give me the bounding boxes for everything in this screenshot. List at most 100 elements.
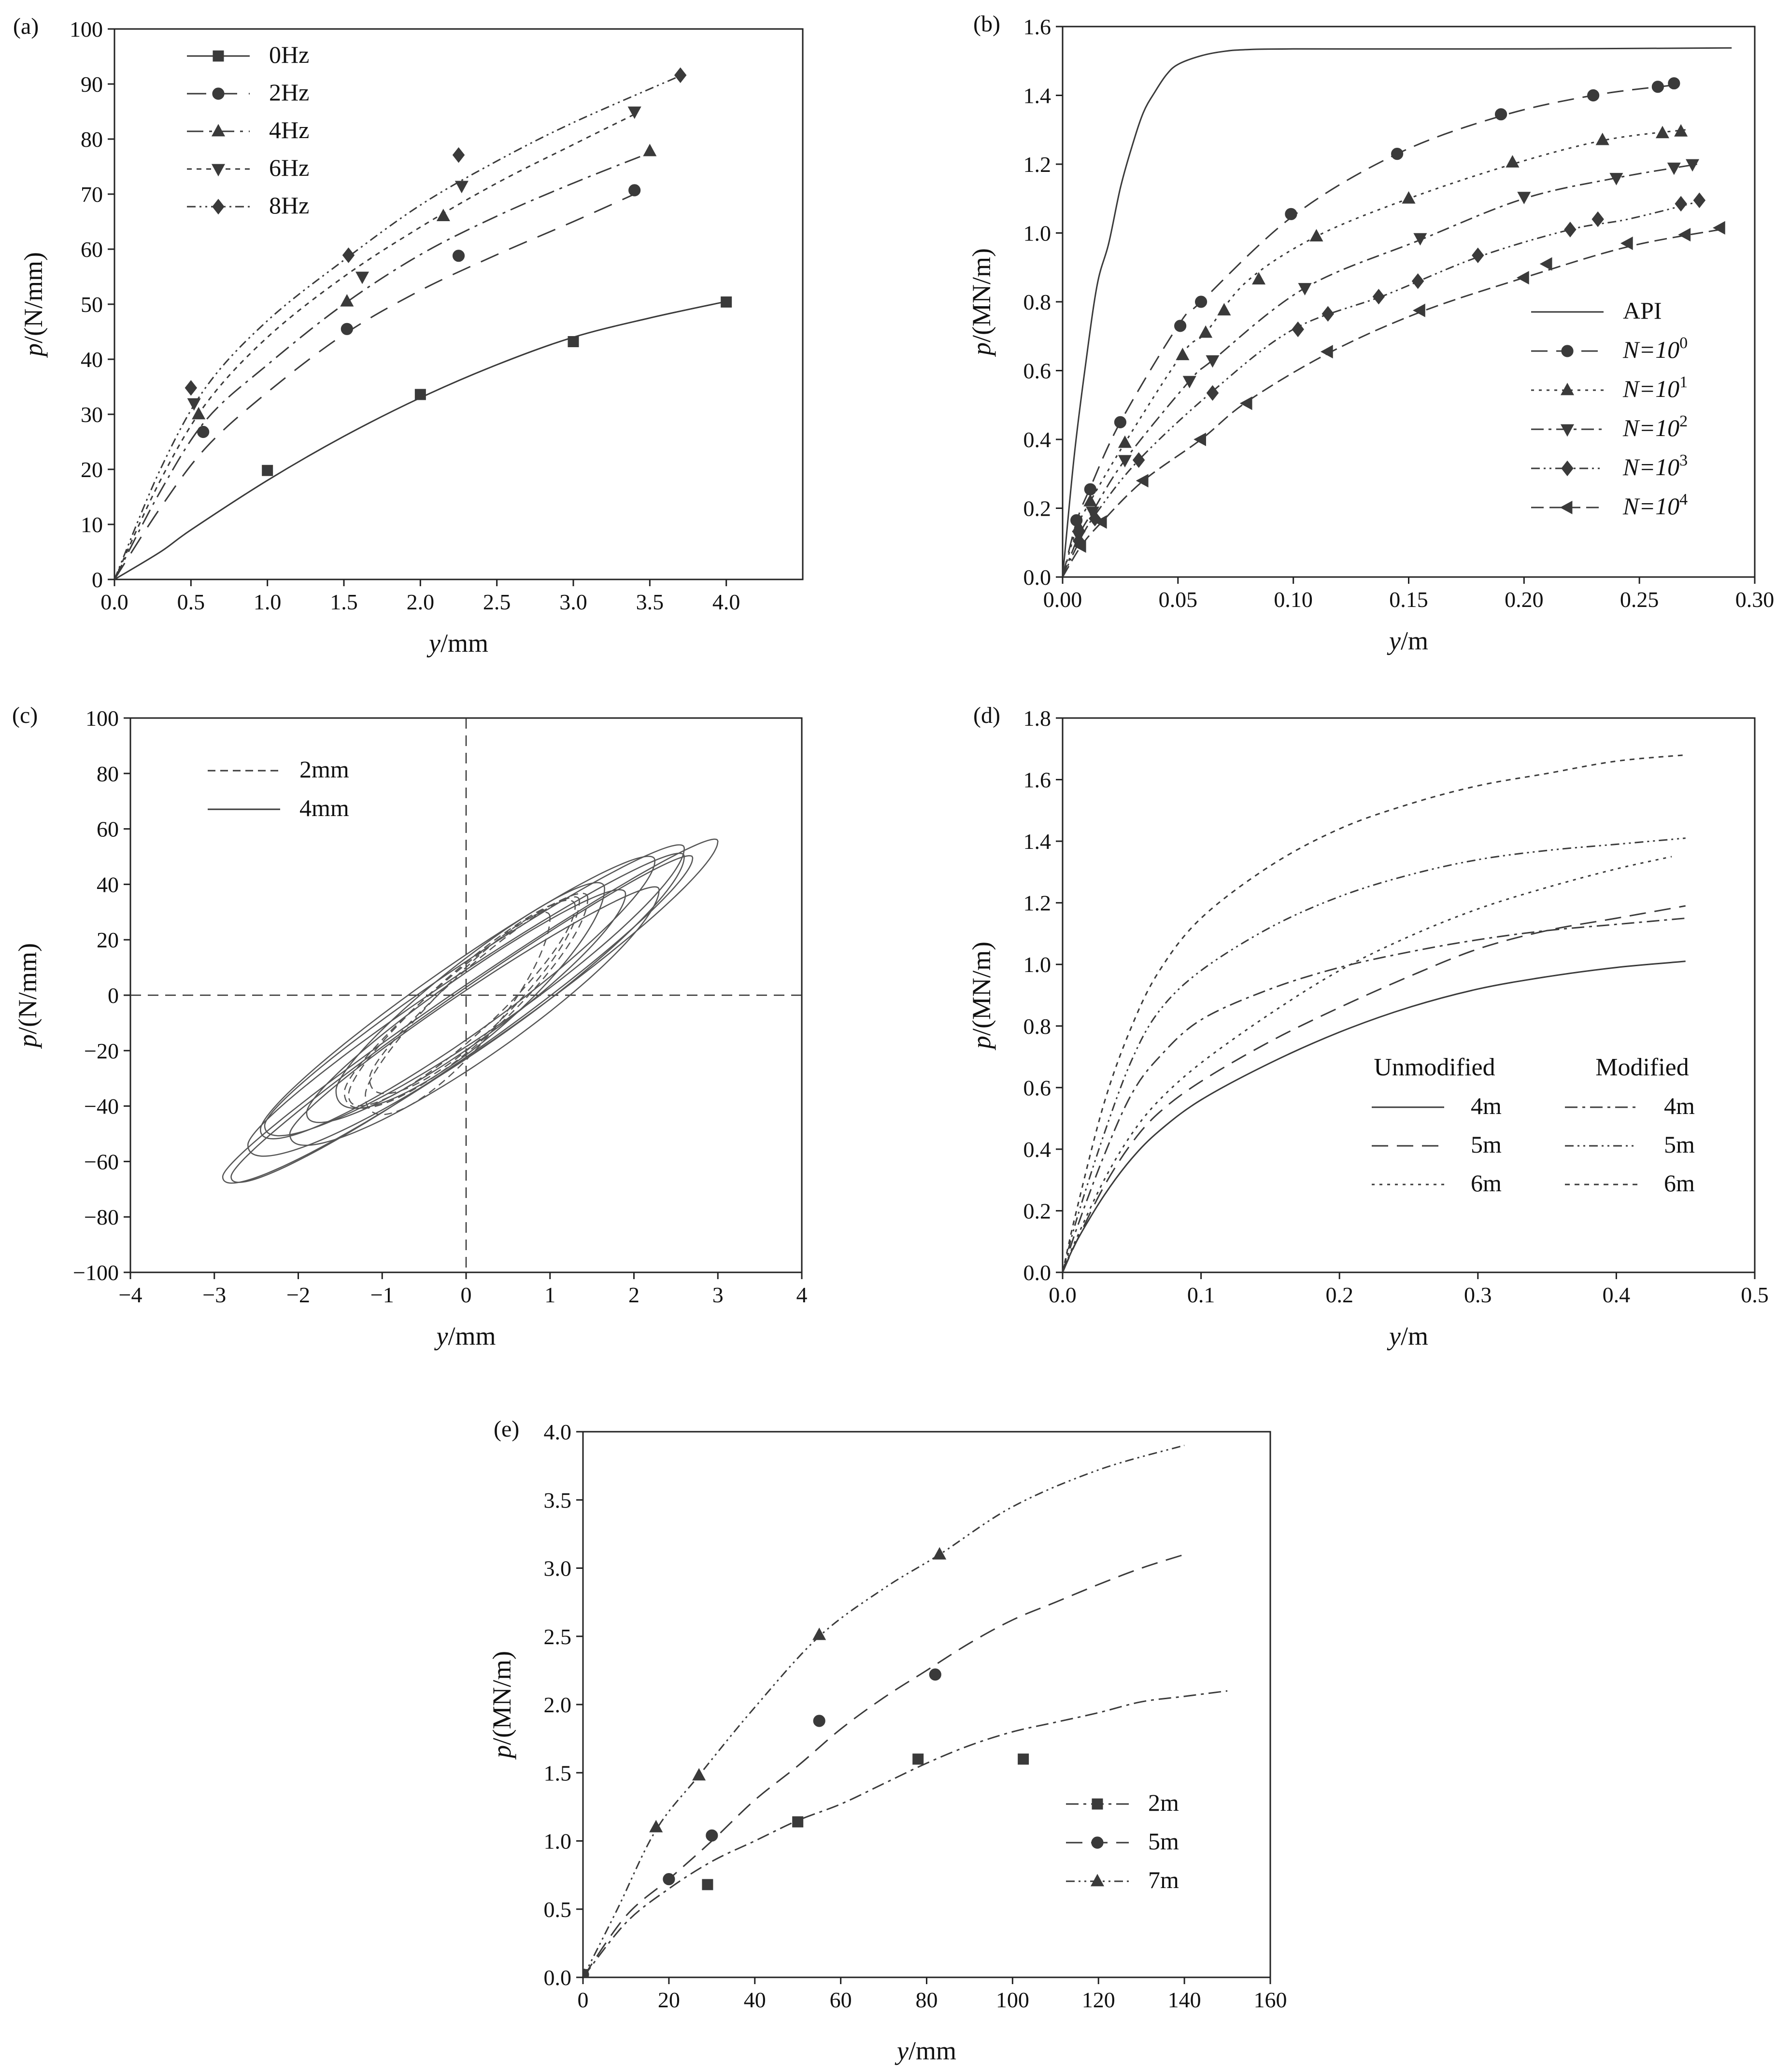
data-point xyxy=(1206,355,1220,368)
legend-marker xyxy=(1092,1798,1103,1810)
x-tick-label: 0.1 xyxy=(1187,1283,1215,1307)
hysteresis-loop-4mm xyxy=(289,886,660,1146)
data-point xyxy=(197,425,210,438)
y-tick-label: 0.4 xyxy=(1023,427,1051,452)
data-point xyxy=(674,67,687,83)
legend-label-exponent: 3 xyxy=(1679,451,1688,469)
y-tick-label: 90 xyxy=(81,72,103,97)
data-point xyxy=(643,143,657,156)
x-tick-label: 40 xyxy=(744,1987,766,2012)
series-line xyxy=(114,193,635,579)
series-line xyxy=(114,75,681,579)
y-tick-label: 20 xyxy=(97,928,119,952)
data-point xyxy=(692,1768,706,1781)
series-line xyxy=(114,113,635,579)
series-N101 xyxy=(1063,124,1688,577)
legend-marker xyxy=(1090,1874,1105,1887)
x-axis-variable: y xyxy=(434,1322,448,1351)
series-0Hz xyxy=(114,296,732,579)
data-point xyxy=(628,184,641,197)
x-axis-label: y/mm xyxy=(895,2036,956,2065)
legend-marker xyxy=(211,124,226,137)
series-line xyxy=(1063,917,1686,1272)
y-tick-label: 60 xyxy=(81,237,103,262)
panel-b: (b) 0.00 0.05 0.10 0.15 0.20 0.25 0.30 0.0 0.2 0.4… xyxy=(967,11,1774,655)
y-tick-label: 1.6 xyxy=(1023,14,1051,39)
y-tick-label: 20 xyxy=(81,457,103,482)
x-tick-label: 0 xyxy=(461,1283,472,1307)
data-point xyxy=(455,181,469,194)
y-tick-label: 10 xyxy=(81,512,103,537)
data-point xyxy=(1668,77,1680,90)
x-tick-label: 160 xyxy=(1254,1987,1287,2012)
y-tick-label: 0 xyxy=(92,567,103,592)
series-API xyxy=(1063,47,1732,577)
x-axis-unit: /m xyxy=(1401,626,1428,655)
plot-data xyxy=(583,1444,1228,1977)
plot-data xyxy=(114,67,732,579)
hysteresis-loop-2mm xyxy=(365,912,551,1115)
series-2m xyxy=(583,1690,1228,1977)
legend-label-base: N=10 xyxy=(1622,414,1679,441)
hysteresis-loop-4mm xyxy=(335,882,605,1109)
x-axis-variable: y xyxy=(895,2036,909,2065)
x-axis-label: y/mm xyxy=(434,1322,496,1351)
legend-label: 6m xyxy=(1664,1170,1695,1197)
x-axis-unit: /m xyxy=(1401,1322,1428,1351)
series-5m-unmodified xyxy=(1063,905,1686,1272)
y-tick-label: 80 xyxy=(81,127,103,152)
legend-label: 8Hz xyxy=(269,192,309,219)
series-5m xyxy=(583,1553,1185,1977)
panel-e: (e) 0 20 40 60 80 100 120 140 160 0.0 0.5 1.0 1.5 2.0 2… xyxy=(487,1416,1287,2065)
data-point xyxy=(1674,124,1688,137)
y-tick-label: 1.2 xyxy=(1023,152,1051,177)
data-point xyxy=(1285,208,1297,220)
data-point xyxy=(185,380,198,396)
legend-label: 7m xyxy=(1148,1866,1179,1893)
y-axis-variable: p xyxy=(967,342,996,357)
data-point xyxy=(649,1819,663,1832)
x-tick-label: 0.10 xyxy=(1274,587,1313,612)
x-axis-variable: y xyxy=(426,629,440,658)
y-tick-label: 1.0 xyxy=(1023,952,1051,977)
panel-d: (d) 0.0 0.1 0.2 0.3 0.4 0.5 0.0 0.2 0.4 0.6 0.8 1.0 1… xyxy=(967,703,1769,1351)
panel-label: (a) xyxy=(13,14,39,39)
y-tick-label: 100 xyxy=(85,706,119,731)
y-tick-label: 0.6 xyxy=(1023,359,1051,383)
data-point xyxy=(1309,229,1323,242)
y-tick-label: 1.4 xyxy=(1023,84,1051,108)
x-axis-variable: y xyxy=(1387,1322,1401,1351)
hysteresis-loop-4mm xyxy=(260,856,656,1140)
panel-label: (b) xyxy=(973,11,1000,37)
x-tick-label: 0.25 xyxy=(1620,587,1659,612)
y-tick-label: −40 xyxy=(84,1094,119,1119)
data-point xyxy=(452,147,465,163)
data-point xyxy=(1298,283,1312,296)
y-tick-label: 0.0 xyxy=(544,1965,572,1990)
data-point xyxy=(1320,345,1333,359)
legend-label: 6Hz xyxy=(269,154,309,181)
data-point xyxy=(583,1967,589,1977)
legend-label: API xyxy=(1623,297,1662,324)
data-point xyxy=(1411,273,1424,289)
x-tick-label: 2.5 xyxy=(483,590,511,614)
legend-label: 4mm xyxy=(299,794,349,821)
series-line xyxy=(1063,84,1674,577)
data-point xyxy=(1494,108,1507,121)
legend-label: 6m xyxy=(1471,1170,1502,1197)
legend-header-unmodified: Unmodified xyxy=(1374,1054,1495,1081)
hysteresis-loop-4mm xyxy=(222,838,719,1184)
data-point xyxy=(1193,432,1206,447)
data-point xyxy=(342,247,355,263)
x-tick-label: 80 xyxy=(916,1987,938,2012)
y-tick-label: 0.8 xyxy=(1023,290,1051,314)
data-point xyxy=(702,1879,713,1890)
data-point xyxy=(355,271,369,284)
legend-label-base: N=10 xyxy=(1622,375,1679,402)
data-point xyxy=(1251,272,1266,285)
series-line xyxy=(1063,163,1697,577)
legend: 0Hz 2Hz 4Hz 6Hz 8Hz xyxy=(187,41,309,219)
y-tick-label: 3.0 xyxy=(544,1556,572,1581)
x-tick-label: 0.15 xyxy=(1389,587,1428,612)
